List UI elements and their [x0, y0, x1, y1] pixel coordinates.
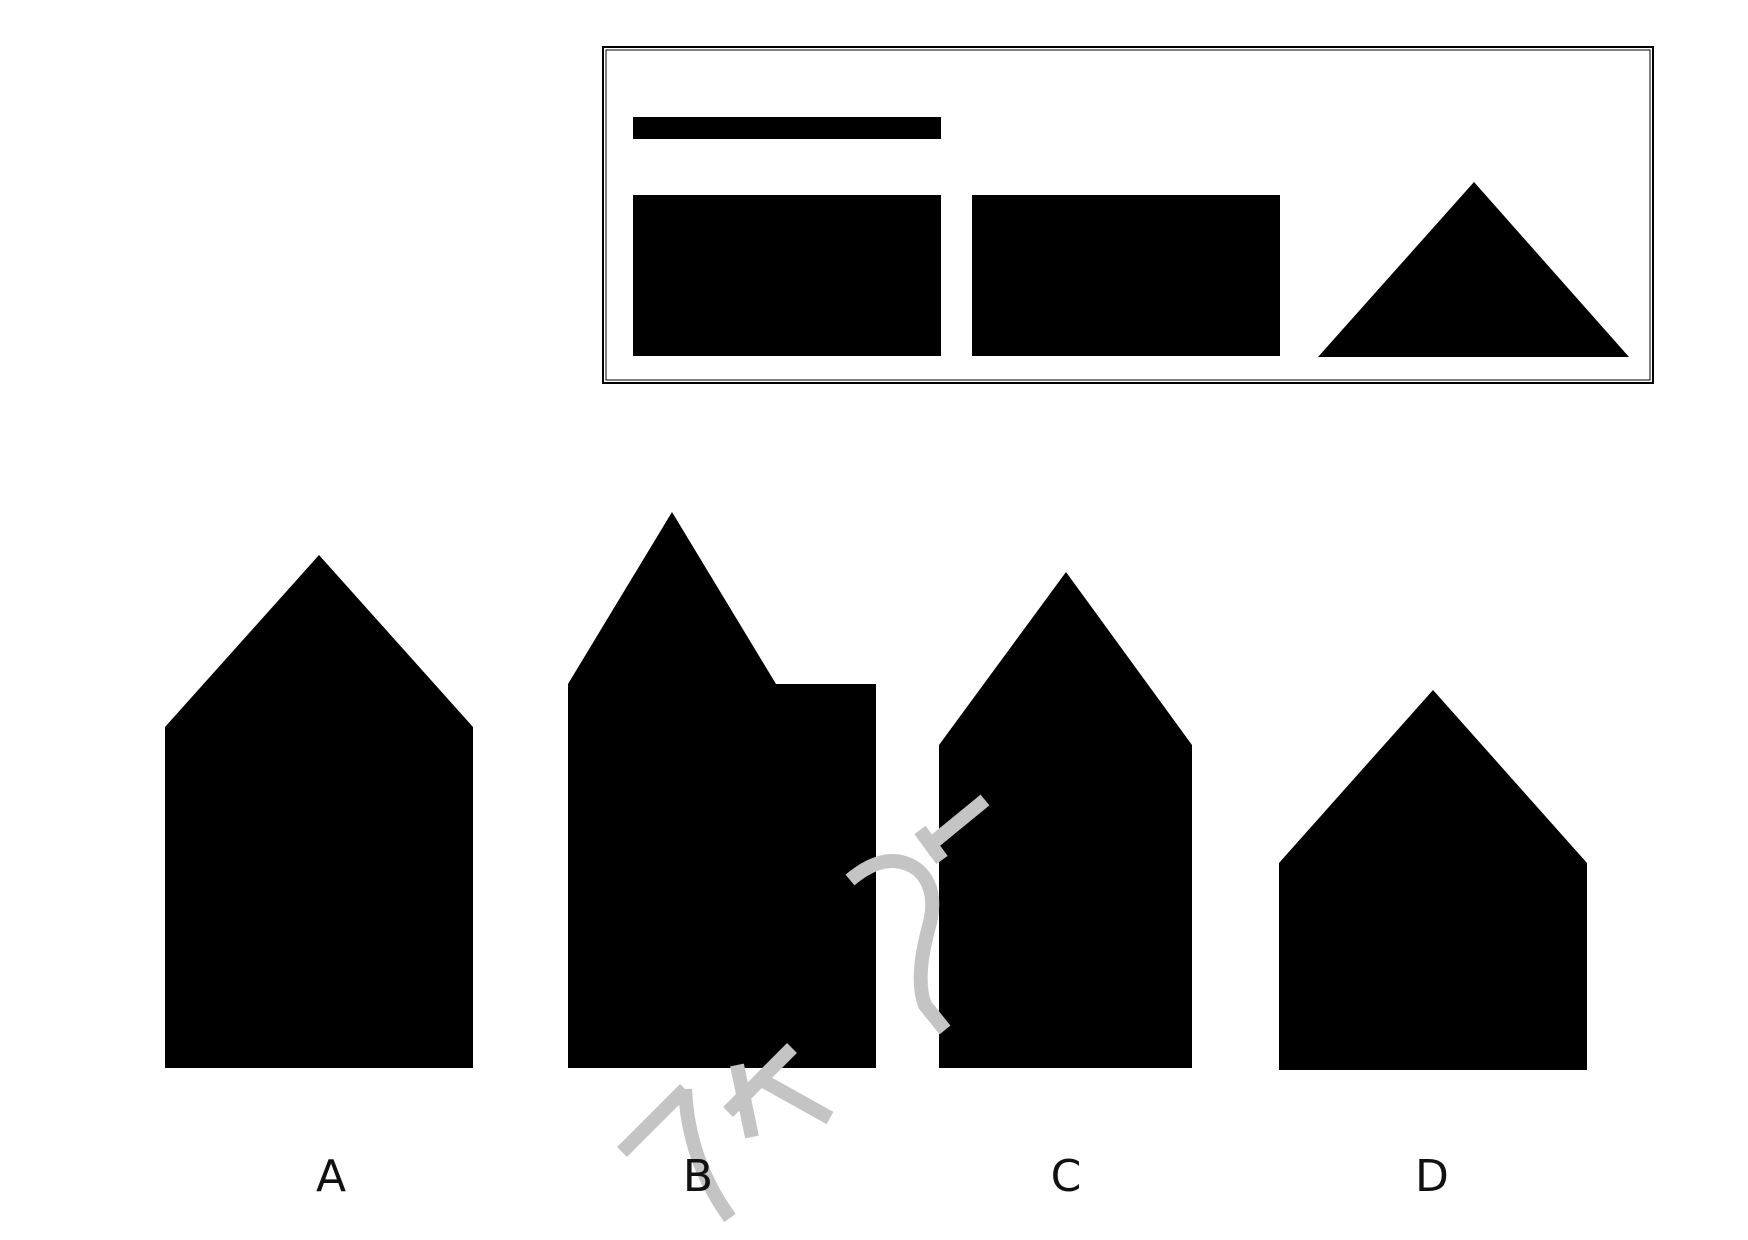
option-b-shape[interactable] — [568, 512, 876, 1068]
piece-triangle — [1318, 182, 1629, 357]
option-a-label: A — [315, 1151, 347, 1202]
question-frame — [602, 46, 1654, 384]
option-c-shape[interactable] — [939, 572, 1192, 1068]
option-c-label: C — [1050, 1151, 1082, 1202]
option-d-label: D — [1415, 1151, 1449, 1202]
option-d-shape[interactable] — [1279, 690, 1587, 1070]
option-b-label: B — [682, 1151, 714, 1202]
option-a-shape[interactable] — [165, 555, 473, 1068]
piece-rectangle-1 — [633, 195, 941, 356]
piece-rectangle-2 — [972, 195, 1280, 356]
piece-thin-bar — [633, 117, 941, 139]
watermark — [617, 794, 990, 1223]
options-row — [165, 512, 1587, 1070]
question-panel — [602, 46, 1654, 384]
question-frame-inner — [605, 49, 1651, 381]
